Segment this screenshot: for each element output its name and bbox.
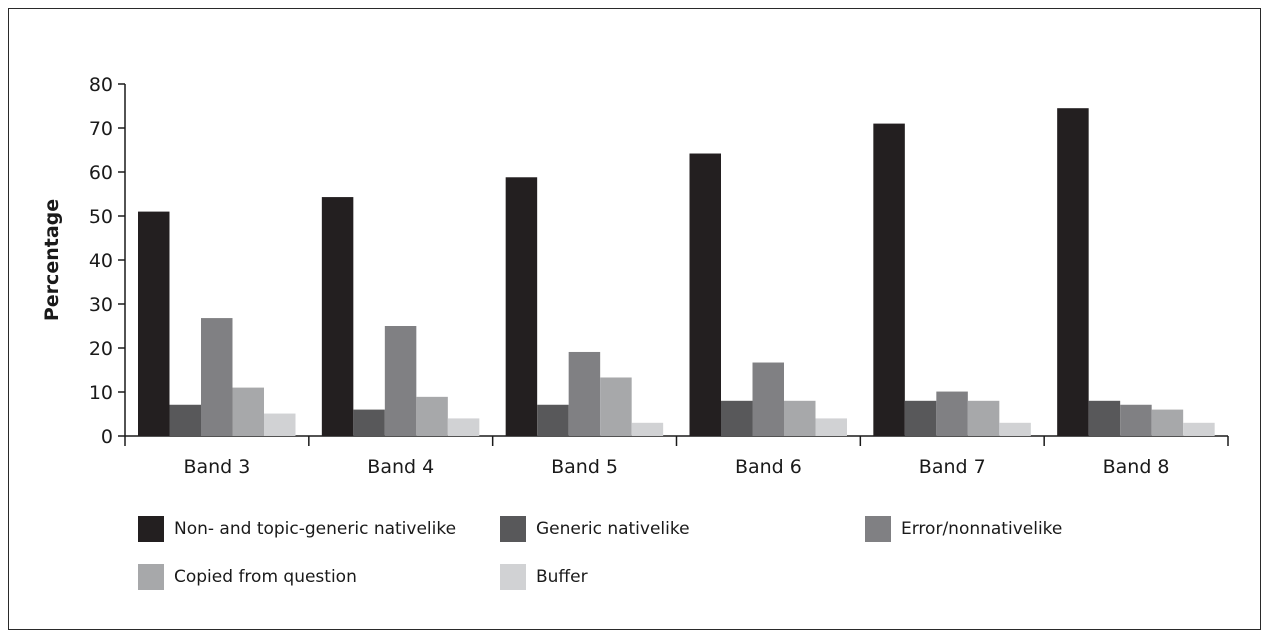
y-tick-label: 50 [89, 206, 113, 228]
bar [752, 362, 784, 436]
bar [537, 404, 569, 436]
bar [784, 400, 816, 436]
bar [689, 153, 721, 436]
bar [568, 351, 601, 436]
bar [1120, 404, 1152, 436]
bar [232, 387, 264, 436]
bar [447, 418, 480, 436]
bar [321, 197, 354, 436]
y-tick-label: 10 [89, 382, 113, 404]
bar [505, 177, 538, 436]
chart-frame [8, 8, 1261, 630]
bar [904, 400, 937, 436]
bar [631, 422, 664, 436]
y-tick-label: 30 [89, 294, 113, 316]
x-category-label: Band 4 [367, 456, 434, 478]
bar [1151, 409, 1184, 436]
bar [384, 326, 417, 436]
y-tick-label: 70 [89, 118, 113, 140]
y-tick-label: 40 [89, 250, 113, 272]
bar [138, 211, 170, 436]
bar [1088, 400, 1121, 436]
bar [967, 400, 1000, 436]
y-axis-title: Percentage [41, 199, 63, 321]
x-category-label: Band 7 [919, 456, 986, 478]
bar [264, 413, 296, 436]
bar [721, 400, 753, 436]
bar [353, 409, 385, 436]
bar [201, 318, 233, 436]
bar [873, 123, 905, 436]
bar [815, 418, 847, 436]
x-category-label: Band 3 [183, 456, 250, 478]
bar [416, 396, 448, 436]
x-category-label: Band 6 [735, 456, 802, 478]
y-tick-label: 20 [89, 338, 113, 360]
bar [936, 391, 968, 436]
bar [1183, 422, 1215, 436]
bar [600, 377, 632, 436]
y-tick-label: 80 [89, 74, 113, 96]
y-tick-label: 60 [89, 162, 113, 184]
bar [1057, 108, 1089, 436]
bar [169, 404, 201, 436]
bar [999, 422, 1031, 436]
x-category-label: Band 8 [1103, 456, 1170, 478]
x-category-label: Band 5 [551, 456, 618, 478]
y-tick-label: 0 [101, 426, 113, 448]
